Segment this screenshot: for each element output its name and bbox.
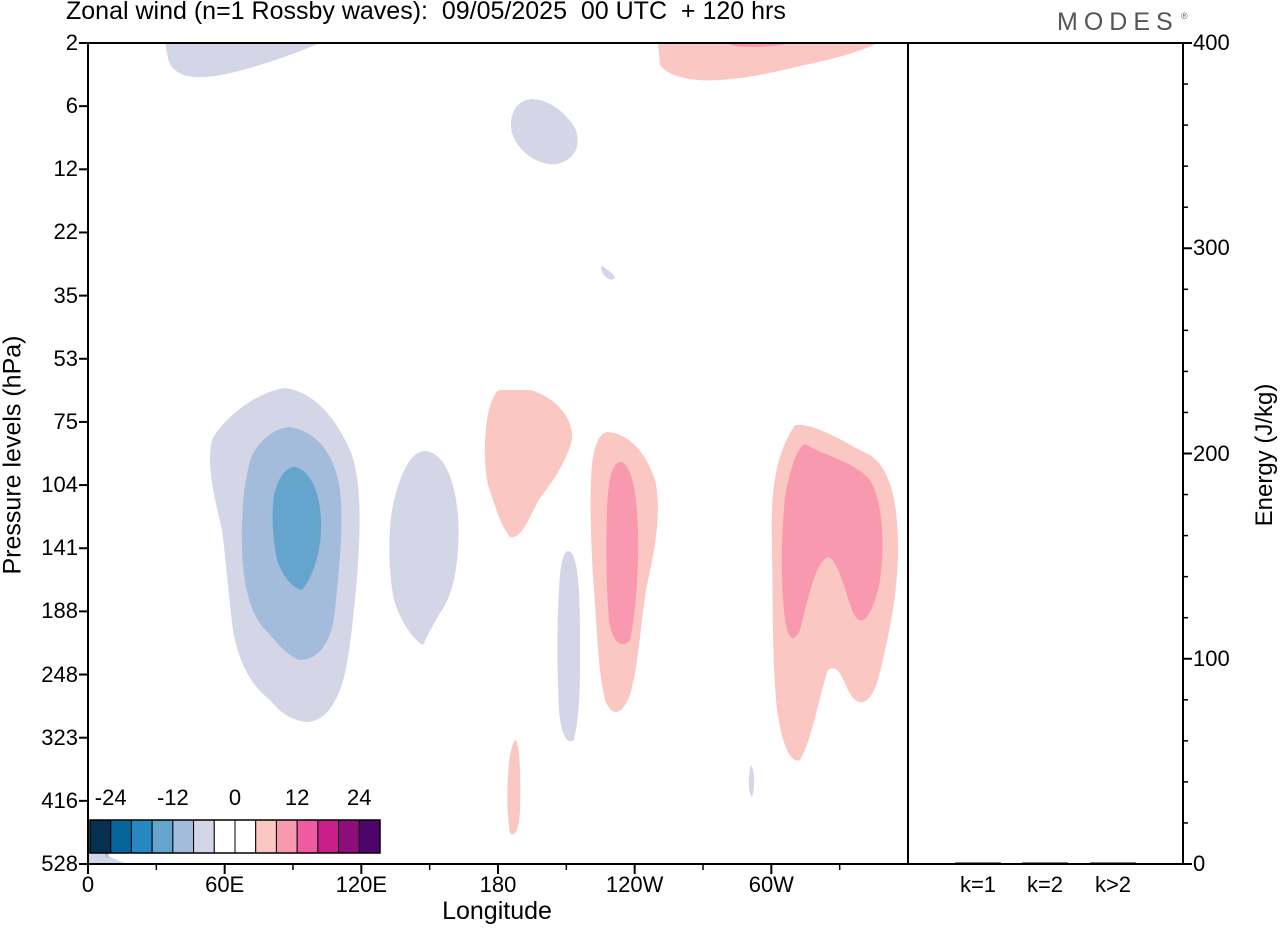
energy-tick-label: 0 [1193, 851, 1206, 876]
y-tick-label: 22 [53, 219, 78, 245]
x-tick-label: 120E [335, 872, 388, 897]
x-tick-label: 120W [605, 872, 664, 897]
wavenumber-label: k=1 [959, 872, 997, 897]
x-tick-label: 60E [205, 872, 245, 897]
y-tick-label: 75 [53, 408, 78, 434]
colorbar-label: 24 [347, 785, 372, 810]
contour-pos-180 [484, 390, 573, 538]
registered-mark: ® [1181, 11, 1188, 21]
colorbar-bin [89, 819, 112, 854]
contour-neg-center [389, 451, 459, 645]
contour-neg-tiny [600, 266, 615, 280]
colorbar-bin [275, 819, 298, 854]
x-tick-label: 180 [479, 872, 517, 897]
colorbar-bin [151, 819, 174, 854]
y-tick-label: 528 [41, 851, 78, 876]
energy-plot-frame [907, 42, 1184, 865]
contour-pos-top-right [658, 43, 878, 81]
contour-neg-top-left [165, 43, 320, 78]
colorbar-bin [193, 819, 215, 854]
y-tick-label: 104 [41, 472, 78, 498]
contour-neg-bottom-left [88, 845, 128, 864]
y-tick-label: 53 [53, 345, 78, 371]
y-tick-label: 248 [41, 661, 78, 687]
colorbar-bin [296, 819, 319, 854]
energy-tick-label: 200 [1193, 440, 1230, 466]
colorbar-label: -12 [156, 785, 189, 810]
energy-tick-label: 100 [1193, 645, 1230, 671]
colorbar [89, 819, 381, 854]
contour-neg-upper [510, 99, 578, 165]
contour-neg-vertical [557, 551, 581, 742]
colorbar-bin [130, 819, 153, 854]
colorbar-bin [110, 819, 132, 854]
energy-bar-k=1 [955, 862, 1001, 864]
contour-fills [88, 43, 898, 864]
contour-pos-120w-core [606, 462, 639, 645]
y-axis-label: Pressure levels (hPa) [0, 335, 27, 575]
contour-neg-left-core [272, 466, 322, 590]
wavenumber-label: k>2 [1094, 872, 1132, 897]
colorbar-bin [317, 819, 340, 854]
contour-neg-lower-tiny [748, 765, 755, 797]
y-tick-label: 323 [41, 724, 78, 750]
chart-title: Zonal wind (n=1 Rossby waves): 09/05/202… [66, 0, 786, 25]
colorbar-bin [358, 819, 381, 854]
x-tick-label: 0 [81, 872, 95, 897]
colorbar-label: 0 [228, 785, 242, 810]
y-tick-label: 188 [41, 598, 78, 624]
x-axis-label: Longitude [442, 897, 552, 925]
colorbar-bin [255, 819, 277, 854]
energy-axis-label: Energy (J/kg) [1251, 383, 1278, 527]
contour-pos-lower [507, 740, 521, 835]
y-tick-label: 35 [53, 282, 78, 308]
wavenumber-label: k=2 [1026, 872, 1064, 897]
energy-tick-label: 400 [1193, 30, 1230, 55]
energy-tick-label: 300 [1193, 235, 1230, 261]
colorbar-frame [89, 819, 381, 854]
y-tick-label: 141 [41, 535, 78, 561]
energy-bar-k=2 [1022, 862, 1068, 864]
colorbar-bin [172, 819, 195, 854]
colorbar-bin [213, 819, 236, 854]
colorbar-bin [338, 819, 360, 854]
modes-logo: MODES [1057, 8, 1179, 36]
energy-bar-k>2 [1090, 862, 1136, 864]
colorbar-label: 12 [284, 785, 310, 810]
y-tick-label: 416 [41, 787, 78, 813]
contour-pos-60w-core [781, 444, 883, 639]
colorbar-label: -24 [94, 785, 127, 810]
y-tick-label: 2 [65, 30, 78, 55]
y-tick-label: 12 [53, 156, 78, 182]
y-tick-label: 6 [65, 93, 78, 119]
x-tick-label: 60W [748, 872, 794, 897]
colorbar-bin [234, 819, 257, 854]
